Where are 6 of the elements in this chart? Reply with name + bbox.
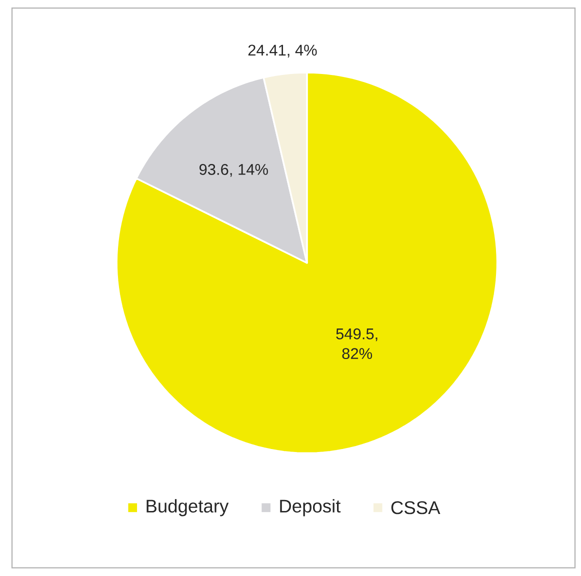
- data-label: 24.41, 4%: [248, 44, 317, 58]
- data-label: 93.6, 14%: [199, 164, 268, 177]
- legend-label: Budgetary: [146, 499, 229, 516]
- legend-label: Deposit: [280, 499, 341, 516]
- data-label: 549.5, 82%: [336, 328, 378, 360]
- legend-label: CSSA: [391, 501, 440, 514]
